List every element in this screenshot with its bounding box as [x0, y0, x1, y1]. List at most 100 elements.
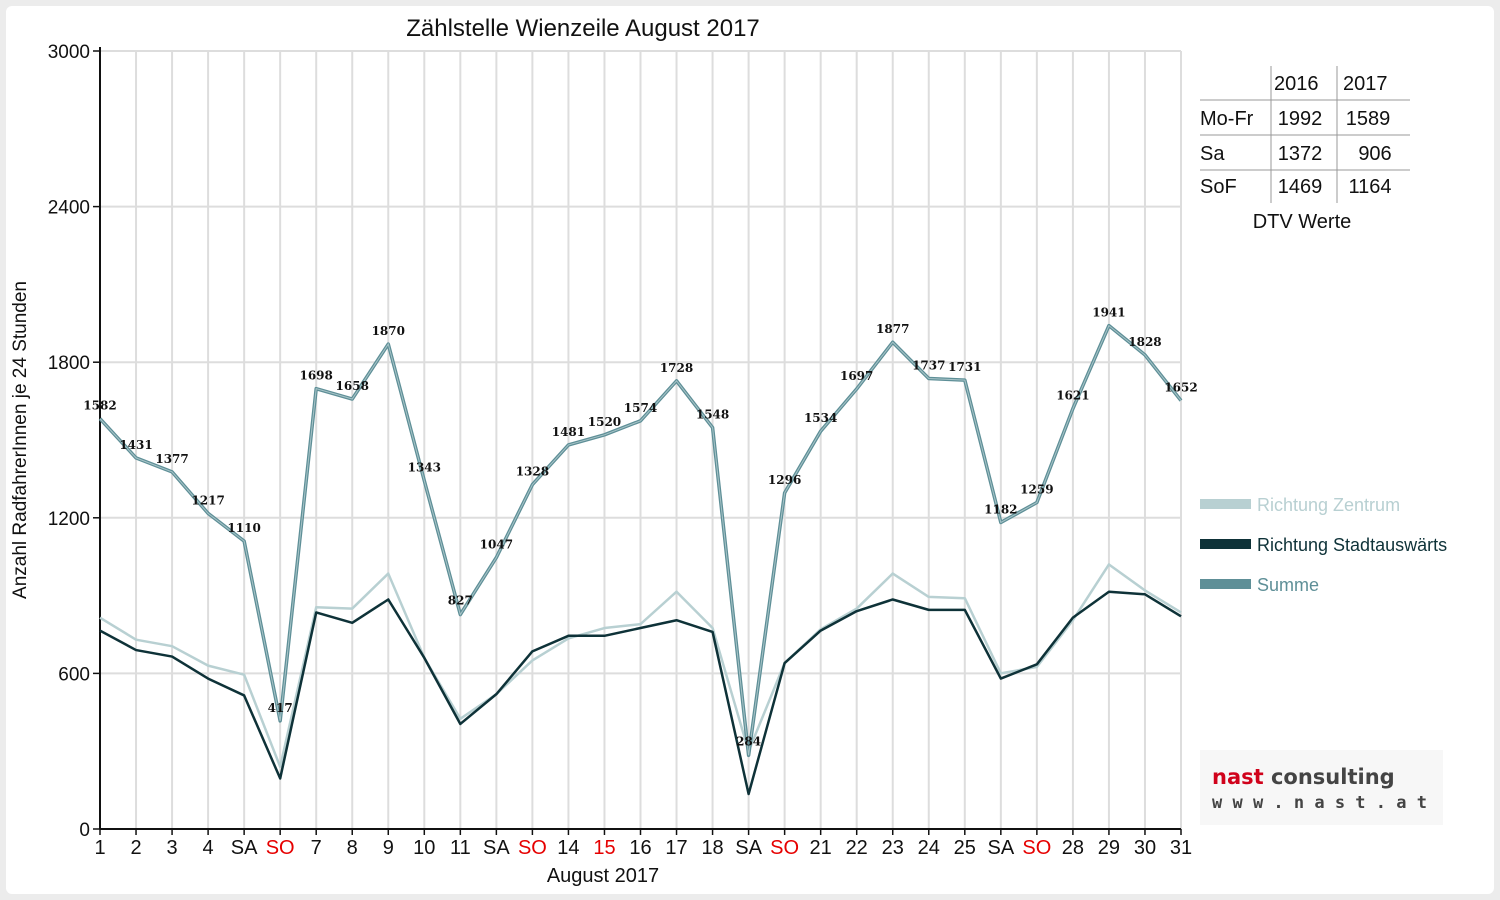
chart-title: Zählstelle Wienzeile August 2017 — [406, 15, 760, 42]
data-label: 1828 — [1128, 335, 1161, 349]
x-tick-label: 17 — [665, 837, 687, 859]
x-tick-label: 15 — [593, 837, 615, 859]
data-label: 284 — [736, 734, 761, 748]
data-label: 417 — [268, 701, 293, 715]
dtv-header-2017: 2017 — [1343, 73, 1388, 95]
x-tick-label: SA — [231, 837, 258, 859]
x-tick-labels: 1 2 3 4 SA SO 7 8 9 10 11 SA SO 14 15 16 17 18 SA SO 21 22 23 2… — [94, 837, 1192, 859]
series-line-highlight — [99, 324, 1182, 756]
data-label: 1728 — [660, 361, 693, 375]
data-label: 1431 — [119, 438, 152, 452]
dtv-row-label: Mo-Fr — [1200, 108, 1254, 130]
data-label: 1259 — [1020, 482, 1053, 496]
x-tick-label: 11 — [450, 837, 471, 859]
nast-consulting-logo: nast consulting w w w . n a s t . a t — [1200, 750, 1443, 825]
series-line — [99, 590, 1182, 796]
legend-swatch — [1200, 539, 1251, 549]
dtv-row-label: Sa — [1200, 143, 1225, 165]
data-label: 1548 — [696, 408, 729, 422]
data-label: 1217 — [191, 493, 224, 507]
x-tick-label: 21 — [810, 837, 832, 859]
x-tick-label: 8 — [347, 837, 358, 859]
data-label: 1697 — [840, 369, 873, 383]
x-tick-label: 7 — [311, 837, 322, 859]
x-tick-label: 22 — [846, 837, 868, 859]
x-tick-label: 2 — [130, 837, 141, 859]
x-tick-label: 29 — [1098, 837, 1120, 859]
x-tick-label: 16 — [629, 837, 651, 859]
y-tick-labels: 0 600 1200 1800 2400 3000 — [48, 42, 90, 841]
dtv-cell: 1589 — [1346, 108, 1391, 130]
y-tick-label: 600 — [58, 664, 90, 685]
x-tick-label: SO — [770, 837, 799, 859]
data-label: 1328 — [516, 465, 549, 479]
dtv-cell: 1164 — [1348, 176, 1391, 198]
x-tick-label: 10 — [413, 837, 435, 859]
x-tick-label: 4 — [203, 837, 214, 859]
data-label: 1377 — [155, 452, 188, 466]
data-label: 1343 — [408, 461, 441, 475]
x-tick-label: SO — [266, 837, 295, 859]
data-label: 1737 — [912, 359, 945, 373]
data-label: 1110 — [227, 521, 260, 535]
x-axis-label: August 2017 — [547, 865, 659, 887]
y-tick-label: 0 — [79, 820, 90, 841]
data-label: 1296 — [768, 473, 801, 487]
data-label: 1652 — [1164, 381, 1197, 395]
dtv-cell: 1469 — [1278, 176, 1323, 198]
x-tick-label: 18 — [701, 837, 723, 859]
legend-swatch — [1200, 499, 1251, 509]
dtv-cell: 906 — [1358, 143, 1391, 165]
x-tick-label: SO — [518, 837, 547, 859]
data-label: 1658 — [336, 379, 369, 393]
y-tick-label: 3000 — [48, 42, 90, 63]
y-axis-label: Anzahl RadfahrerInnen je 24 Stunden — [10, 281, 31, 599]
x-tick-label: 14 — [557, 837, 579, 859]
logo-text: nast consulting — [1212, 765, 1395, 789]
legend-label: Richtung Zentrum — [1257, 495, 1400, 515]
x-tick-label: 31 — [1170, 837, 1192, 859]
dtv-caption: DTV Werte — [1253, 211, 1352, 233]
x-tick-label: SA — [735, 837, 762, 859]
data-label: 827 — [448, 594, 473, 608]
data-label: 1698 — [299, 369, 332, 383]
dtv-table: 2016 2017 Mo-Fr Sa SoF 1992 1589 1372 90… — [1200, 66, 1410, 233]
data-label: 1520 — [588, 415, 621, 429]
x-tick-label: 3 — [167, 837, 178, 859]
data-label: 1481 — [552, 425, 585, 439]
x-tick-label: 24 — [918, 837, 940, 859]
legend-swatch — [1200, 579, 1251, 589]
data-label: 1574 — [624, 401, 657, 415]
data-label: 1870 — [372, 324, 405, 338]
x-tick-label: SA — [483, 837, 510, 859]
legend-label: Richtung Stadtauswärts — [1257, 535, 1447, 555]
y-tick-label: 1200 — [48, 509, 90, 530]
legend: Richtung Zentrum Richtung Stadtauswärts Su… — [1200, 495, 1447, 595]
x-tick-label: 28 — [1062, 837, 1084, 859]
series-lines — [98, 323, 1183, 796]
x-tick-label: 9 — [383, 837, 394, 859]
x-tick-label: SO — [1022, 837, 1051, 859]
series-line — [99, 563, 1182, 769]
dtv-row-label: SoF — [1200, 176, 1237, 198]
data-label: 1877 — [876, 322, 909, 336]
x-tick-label: 1 — [94, 837, 105, 859]
x-tick-label: 25 — [954, 837, 976, 859]
x-tick-label: SA — [987, 837, 1014, 859]
data-label: 1534 — [804, 411, 837, 425]
data-label: 1182 — [984, 502, 1017, 516]
data-label: 1621 — [1056, 389, 1089, 403]
data-label: 1941 — [1092, 306, 1125, 320]
grid — [100, 50, 1182, 829]
data-label: 1047 — [480, 537, 513, 551]
legend-label: Summe — [1257, 575, 1319, 595]
y-tick-label: 2400 — [48, 198, 90, 219]
x-tick-label: 23 — [882, 837, 904, 859]
axes — [93, 47, 1182, 835]
y-tick-label: 1800 — [48, 353, 90, 374]
x-tick-label: 30 — [1134, 837, 1156, 859]
logo-url: w w w . n a s t . a t — [1212, 793, 1427, 813]
